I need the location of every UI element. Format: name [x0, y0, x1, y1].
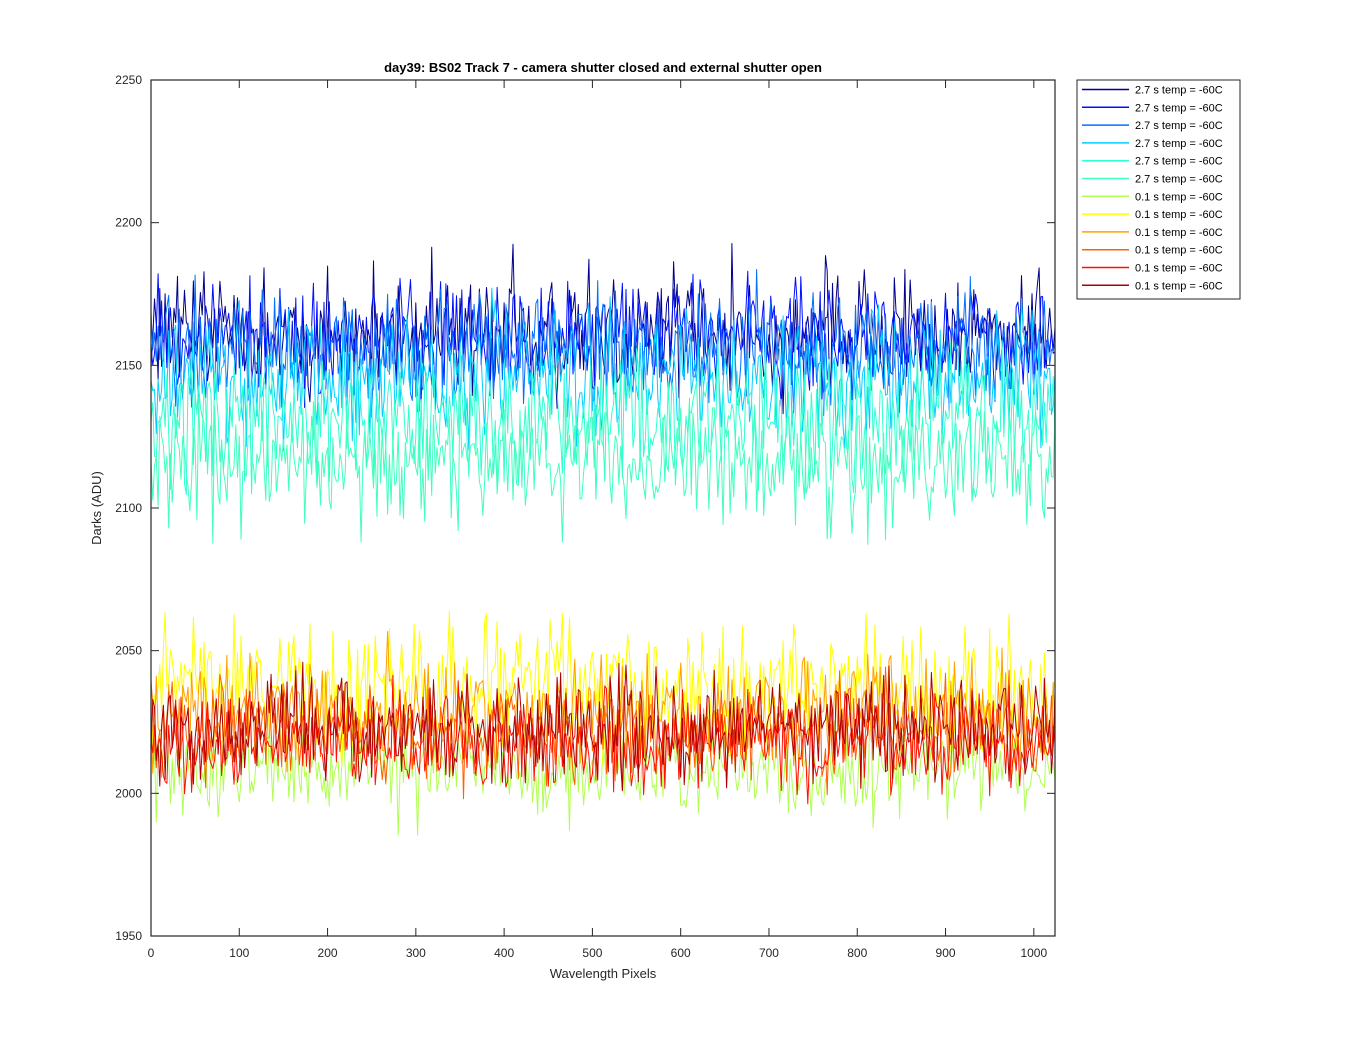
- y-tick-label: 2200: [115, 216, 142, 230]
- legend-label-5: 2.7 s temp = -60C: [1135, 156, 1223, 168]
- legend-label-10: 0.1 s temp = -60C: [1135, 245, 1223, 257]
- legend-label-8: 0.1 s temp = -60C: [1135, 209, 1223, 221]
- x-tick-label: 800: [847, 946, 867, 960]
- legend-label-7: 0.1 s temp = -60C: [1135, 191, 1223, 203]
- y-tick-label: 1950: [115, 929, 142, 943]
- legend-label-9: 0.1 s temp = -60C: [1135, 227, 1223, 239]
- legend-label-1: 2.7 s temp = -60C: [1135, 85, 1223, 97]
- x-axis-label: Wavelength Pixels: [550, 966, 657, 981]
- series-line-11: [150, 674, 1056, 805]
- x-tick-label: 600: [671, 946, 691, 960]
- legend-label-4: 2.7 s temp = -60C: [1135, 138, 1223, 150]
- x-tick-label: 700: [759, 946, 779, 960]
- x-tick-label: 400: [494, 946, 514, 960]
- legend: 2.7 s temp = -60C 2.7 s temp = -60C 2.7 s …: [1076, 79, 1241, 300]
- axes-background: [151, 80, 1055, 936]
- series-line-12: [150, 661, 1056, 792]
- series-line-5: [150, 330, 1056, 500]
- series-line-6: [150, 385, 1056, 545]
- legend-label-2: 2.7 s temp = -60C: [1135, 102, 1223, 114]
- legend-box: [1076, 79, 1241, 300]
- x-tick-label: 900: [936, 946, 956, 960]
- legend-label-3: 2.7 s temp = -60C: [1135, 120, 1223, 132]
- ticks-layer: 0 100 200 300 400 500 600 700 800 900 1000 1950 2000…: [115, 73, 1055, 960]
- y-tick-label: 2100: [115, 501, 142, 515]
- legend-label-6: 2.7 s temp = -60C: [1135, 174, 1223, 186]
- x-tick-label: 500: [582, 946, 602, 960]
- legend-label-12: 0.1 s temp = -60C: [1135, 280, 1223, 292]
- x-tick-label: 1000: [1020, 946, 1047, 960]
- y-tick-label: 2150: [115, 358, 142, 372]
- chart-title: day39: BS02 Track 7 - camera shutter clo…: [384, 60, 822, 75]
- y-tick-label: 2050: [115, 644, 142, 658]
- x-tick-label: 200: [318, 946, 338, 960]
- y-tick-label: 2000: [115, 786, 142, 800]
- series-layer: [150, 243, 1056, 836]
- y-axis-label: Darks (ADU): [89, 471, 104, 545]
- y-tick-label: 2250: [115, 73, 142, 87]
- plot-area: [150, 80, 1056, 936]
- x-tick-label: 300: [406, 946, 426, 960]
- series-line-3: [150, 269, 1056, 418]
- x-tick-label: 0: [148, 946, 155, 960]
- legend-entries: 2.7 s temp = -60C 2.7 s temp = -60C 2.7 s …: [1082, 85, 1223, 292]
- x-tick-label: 100: [229, 946, 249, 960]
- legend-label-11: 0.1 s temp = -60C: [1135, 263, 1223, 275]
